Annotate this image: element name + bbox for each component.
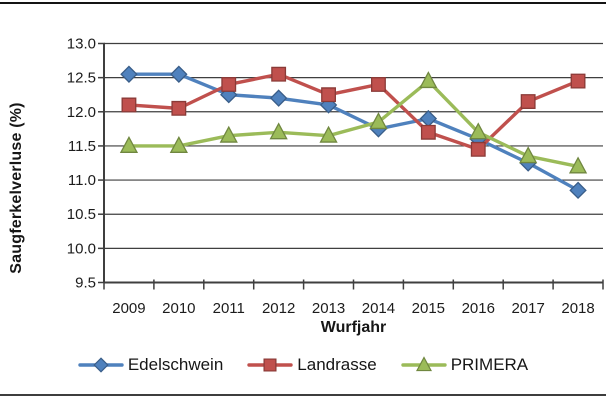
x-tick-label: 2009 bbox=[112, 300, 145, 317]
legend-label: PRIMERA bbox=[450, 355, 529, 374]
series-line-landrasse bbox=[127, 72, 580, 152]
diamond-marker-edelschwein bbox=[319, 96, 338, 114]
triangle-marker-primera bbox=[568, 156, 588, 174]
x-tick-label: 2018 bbox=[561, 300, 594, 317]
triangle-marker-primera bbox=[169, 135, 188, 153]
x-axis-title: Wurfjahr bbox=[320, 319, 387, 336]
diamond-marker-edelschwein bbox=[569, 181, 587, 200]
triangle-marker-primera bbox=[219, 125, 238, 143]
legend-triangle-marker bbox=[415, 356, 432, 372]
triangle-marker-primera bbox=[119, 135, 139, 153]
legend-swatch-triangle bbox=[400, 356, 447, 372]
y-tick-label: 11.5 bbox=[68, 138, 96, 155]
legend-swatch-square bbox=[247, 358, 293, 372]
y-tick-label: 12.0 bbox=[67, 104, 96, 121]
square-marker-landrasse bbox=[420, 124, 436, 140]
triangle-marker-primera bbox=[469, 122, 488, 140]
square-marker-landrasse bbox=[321, 87, 336, 103]
x-tick-label: 2011 bbox=[213, 300, 245, 317]
legend-item-primera: PRIMERA bbox=[400, 354, 529, 376]
square-marker-landrasse bbox=[570, 73, 586, 89]
y-tick-label: 10.0 bbox=[67, 240, 96, 257]
legend-item-edelschwein: Edelschwein bbox=[78, 354, 223, 376]
triangle-marker-primera bbox=[369, 112, 388, 130]
square-marker-landrasse bbox=[171, 100, 187, 116]
square-marker-landrasse bbox=[470, 141, 486, 157]
triangle-marker-primera bbox=[419, 71, 438, 89]
x-tick-label: 2015 bbox=[412, 300, 445, 317]
y-tick-label: 11.0 bbox=[68, 172, 96, 189]
page-bottom-rule bbox=[0, 394, 606, 396]
x-tick-label: 2010 bbox=[162, 300, 195, 317]
diamond-marker-edelschwein bbox=[419, 109, 438, 128]
series-line-edelschwein bbox=[127, 72, 580, 193]
y-tick-label: 9.5 bbox=[75, 275, 96, 292]
legend-swatch-diamond bbox=[78, 357, 124, 373]
y-tick-label: 12.5 bbox=[67, 70, 96, 87]
square-marker-landrasse bbox=[221, 77, 237, 92]
legend-label: Landrasse bbox=[297, 355, 377, 374]
legend-diamond-marker bbox=[93, 357, 109, 373]
series-line-primera bbox=[127, 79, 580, 169]
square-marker-landrasse bbox=[121, 97, 137, 113]
y-tick-label: 13.0 bbox=[67, 36, 96, 53]
x-tick-label: 2014 bbox=[362, 300, 395, 317]
chart-legend: Edelschwein Landrasse PRIMERA bbox=[0, 350, 606, 380]
y-axis-title: Saugferkelverluse (%) bbox=[8, 102, 25, 274]
diamond-marker-edelschwein bbox=[170, 65, 188, 83]
x-tick-label: 2012 bbox=[262, 300, 295, 317]
square-marker-landrasse bbox=[371, 77, 386, 92]
x-tick-label: 2013 bbox=[312, 300, 345, 317]
legend-item-landrasse: Landrasse bbox=[247, 354, 377, 376]
diamond-marker-edelschwein bbox=[120, 65, 138, 83]
legend-label: Edelschwein bbox=[127, 355, 224, 374]
legend-square-marker bbox=[263, 358, 277, 372]
diamond-marker-edelschwein bbox=[220, 85, 238, 104]
triangle-marker-primera bbox=[519, 146, 538, 164]
x-tick-label: 2016 bbox=[462, 300, 495, 317]
page-top-rule bbox=[0, 2, 606, 4]
diamond-marker-edelschwein bbox=[269, 89, 288, 107]
triangle-marker-primera bbox=[269, 122, 288, 140]
x-tick-label: 2017 bbox=[511, 300, 544, 317]
y-tick-label: 10.5 bbox=[67, 206, 96, 223]
square-marker-landrasse bbox=[271, 66, 287, 82]
triangle-marker-primera bbox=[319, 125, 338, 143]
square-marker-landrasse bbox=[520, 94, 536, 109]
